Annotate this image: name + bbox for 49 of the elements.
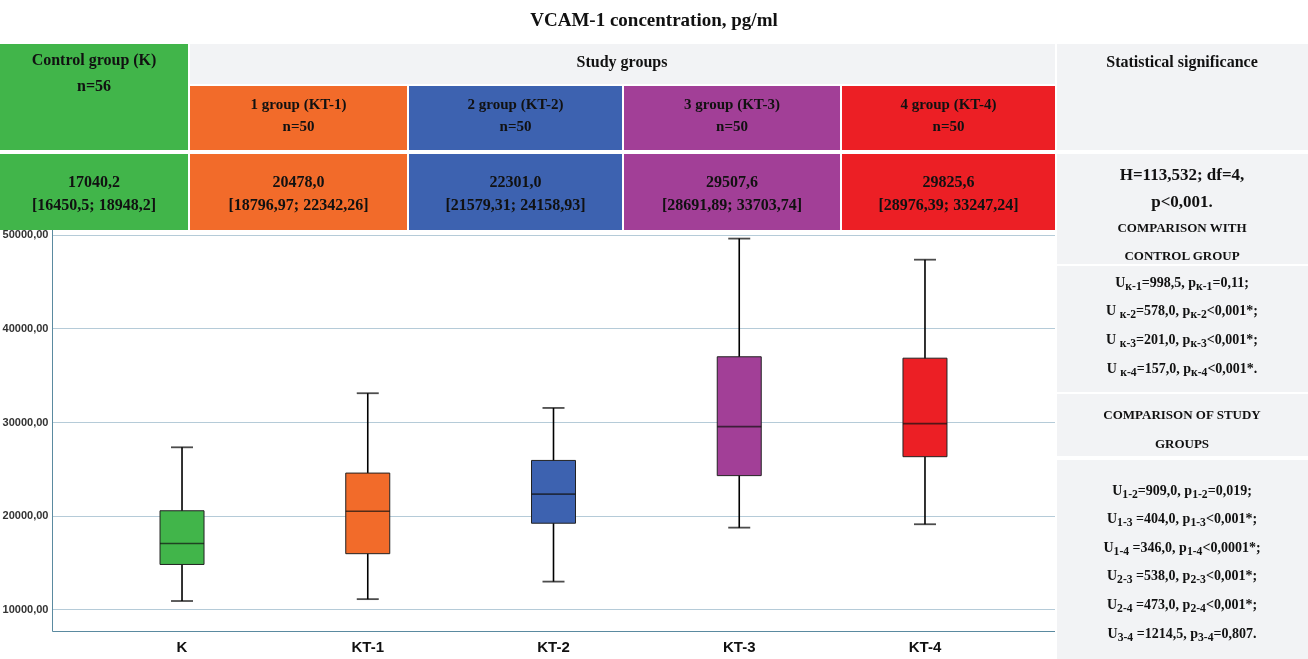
y-tick-label: 20000,00 [2,509,49,522]
text: n=56 [76,77,112,95]
text: U$_{1-3}$ =404,0, p$_{1-3}$<0,001*; [1106,510,1258,530]
text: U$_{2-3}$ =538,0, p$_{2-3}$<0,001*; [1106,567,1258,587]
text: H=113,532; df=4, [1119,165,1245,185]
text: 1 group (KT-1) [250,95,347,113]
text: U $_{к-4}$=157,0, p$_{к-4}$<0,001*. [1106,360,1258,380]
text: Control group (K) [31,51,157,69]
text: [28691,89; 33703,74] [662,196,802,214]
chart-title: VCAM-1 concentration, pg/ml [530,9,778,31]
text: U $_{к-2}$=578,0, p$_{к-2}$<0,001*; [1106,302,1258,322]
text: n=50 [716,117,748,135]
text: n=50 [932,117,965,135]
text: 17040,2 [68,173,120,191]
text: 3 group (KT-3) [684,95,780,113]
text: 22301,0 [489,173,542,191]
text: U $_{к-3}$=201,0, p$_{к-3}$<0,001*; [1106,331,1258,351]
text: [18796,97; 22342,26] [228,196,369,214]
text: n=50 [282,117,315,135]
text: U$_{к-1}$=998,5, p$_{к-1}$=0,11; [1115,274,1249,294]
text: U$_{1-2}$=909,0, p$_{1-2}$=0,019; [1112,482,1252,502]
text: [21579,31; 24158,93] [445,196,586,214]
text: p<0,001. [1151,192,1213,212]
text: CONTROL GROUP [1124,248,1240,264]
text: [28976,39; 33247,24] [878,196,1019,214]
x-tick-label: KT-3 [722,637,756,655]
text: 4 group (KT-4) [900,95,997,113]
text: n=50 [499,117,532,135]
text: Statistical significance [1106,53,1258,71]
text: [16450,5; 18948,2] [32,196,156,214]
x-tick-label: K [176,637,188,655]
y-tick-label: 30000,00 [2,415,49,428]
text: COMPARISON OF STUDY [1103,407,1261,423]
text: GROUPS [1154,436,1210,452]
y-tick-label: 50000,00 [2,228,49,241]
text: U$_{1-4}$ =346,0, p$_{1-4}$<0,0001*; [1103,539,1261,559]
text: Study groups [576,53,668,71]
x-tick-label: KT-1 [351,637,385,655]
y-tick-label: 10000,00 [2,602,49,615]
text: COMPARISON WITH [1117,220,1247,236]
y-tick-label: 40000,00 [2,321,49,334]
text: 20478,0 [272,173,325,191]
text: U$_{2-4}$ =473,0, p$_{2-4}$<0,001*; [1106,596,1258,616]
text: U$_{3-4}$ =1214,5, p$_{3-4}$=0,807. [1107,625,1257,645]
text: 29507,6 [706,173,758,191]
x-tick-label: KT-4 [908,637,942,655]
text: 29825,6 [922,173,975,191]
x-tick-label: KT-2 [537,637,570,655]
text: 2 group (KT-2) [467,95,564,113]
